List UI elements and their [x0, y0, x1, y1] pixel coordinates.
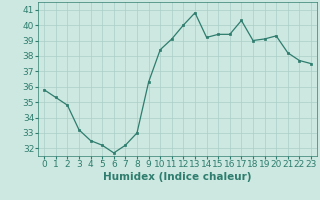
X-axis label: Humidex (Indice chaleur): Humidex (Indice chaleur)	[103, 172, 252, 182]
